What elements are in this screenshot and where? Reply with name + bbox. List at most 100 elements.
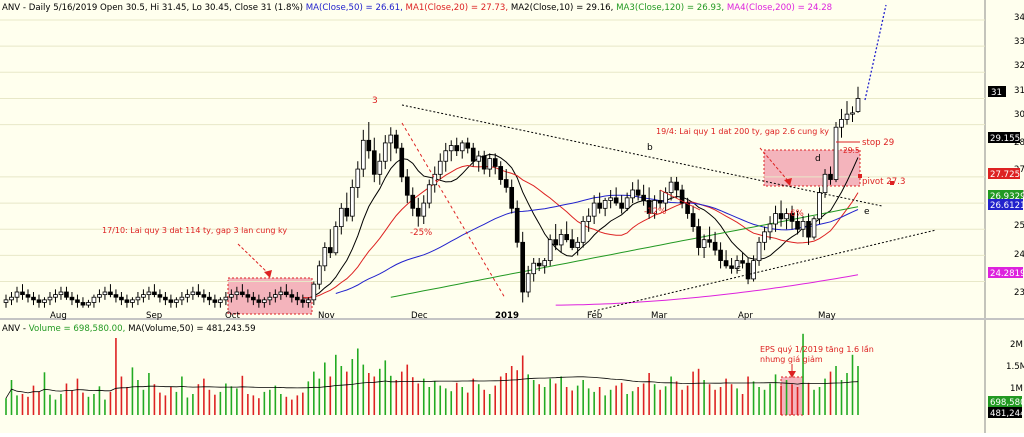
candle-body — [591, 202, 597, 217]
candle-body — [58, 291, 64, 296]
candle-body — [47, 296, 53, 301]
candle-body — [80, 302, 86, 306]
candle-body — [492, 158, 498, 167]
decline-line — [401, 122, 506, 299]
candle-body — [850, 112, 855, 115]
candle-body — [327, 247, 333, 254]
candle-body — [42, 299, 47, 303]
candle-body — [806, 220, 811, 238]
candle-body — [124, 299, 130, 303]
svg-text:26.9329: 26.9329 — [990, 192, 1024, 202]
candle-body — [377, 160, 383, 175]
candle-body — [668, 181, 674, 194]
resistance-trendline — [401, 104, 883, 207]
candle-body — [86, 302, 91, 306]
price-tag-ma10: 29.155 — [988, 132, 1020, 144]
candle-body — [476, 155, 482, 162]
candle-body — [525, 273, 531, 293]
candle-body — [789, 213, 795, 222]
support-trendline — [589, 229, 937, 313]
stop-label: stop 29 — [862, 138, 894, 148]
candle-body — [613, 197, 619, 204]
candle-body — [349, 186, 355, 217]
candle-body — [718, 249, 723, 262]
x-axis-label: Apr — [738, 311, 753, 321]
price-tag-ma200: 24.2819 — [988, 267, 1024, 279]
candle-body — [113, 294, 119, 298]
candle-body — [371, 150, 377, 175]
candle-body — [514, 207, 520, 243]
wave-label-3: 3 — [372, 96, 378, 106]
pivot-label: pivot 27.3 — [862, 177, 905, 187]
candle-body — [580, 220, 586, 243]
x-axis-label: May — [818, 311, 836, 321]
candle-body — [855, 98, 861, 112]
svg-text:27.725: 27.725 — [990, 170, 1020, 180]
header-part: ANV - Daily 5/16/2019 Open 30.5, Hi 31.4… — [2, 3, 306, 13]
pivot-marker — [858, 174, 862, 178]
price-tag-ma120: 26.9329 — [988, 190, 1024, 202]
candle-body — [333, 226, 339, 254]
wave-label-e: e — [864, 207, 870, 217]
candle-body — [657, 200, 663, 204]
candle-body — [712, 241, 718, 251]
candle-body — [481, 155, 487, 170]
pivot-marker-2 — [890, 181, 894, 185]
candle-body — [685, 202, 690, 214]
price-tag-ma20: 27.725 — [988, 168, 1020, 180]
candle-body — [795, 220, 800, 230]
candle-body — [536, 262, 542, 267]
candle-body — [448, 145, 454, 152]
candle-body — [251, 296, 256, 301]
candle-body — [459, 142, 465, 152]
candle-body — [762, 231, 767, 243]
candle-body — [624, 197, 630, 209]
candle-body — [284, 291, 289, 296]
candle-body — [174, 299, 179, 303]
x-axis-label: Feb — [587, 311, 602, 321]
candle-body — [410, 194, 416, 209]
candle-body — [509, 186, 515, 209]
candle-body — [300, 299, 306, 303]
candle-body — [723, 260, 729, 267]
candle-body — [635, 189, 641, 196]
projection-line — [864, 4, 887, 101]
candle-body — [399, 147, 405, 178]
candle-body — [641, 194, 646, 201]
candle-body — [141, 294, 146, 298]
candle-body — [256, 299, 262, 303]
ma200-line — [555, 274, 859, 306]
volume-header-part: Volume = 698,580.00, — [29, 324, 128, 334]
candle-body — [262, 299, 267, 303]
candle-body — [311, 283, 317, 301]
candle-body — [663, 192, 668, 204]
candle-body — [130, 299, 135, 303]
volume-tick-label: 1M — [1010, 384, 1023, 394]
candle-body — [679, 189, 685, 204]
candle-body — [218, 299, 223, 303]
x-axis-label: Oct — [225, 311, 240, 321]
x-axis-label: Dec — [411, 311, 428, 321]
candle-body — [344, 207, 350, 217]
volume-tick-label: 1.5M — [1006, 362, 1024, 372]
y-tick-label: 32 — [1014, 61, 1024, 71]
candle-body — [756, 241, 762, 262]
candle-body — [152, 291, 157, 296]
pullback-line — [659, 189, 701, 211]
candle-body — [404, 176, 410, 196]
candle-body — [245, 294, 251, 298]
x-axis-label: Sep — [146, 311, 162, 321]
price-tag-last: 31 — [988, 86, 1006, 98]
candle-body — [207, 296, 212, 301]
candle-body — [531, 262, 537, 275]
svg-text:481,244: 481,244 — [990, 409, 1024, 419]
candle-body — [212, 299, 218, 303]
candle-body — [185, 294, 190, 298]
candle-body — [767, 223, 773, 233]
candle-body — [108, 291, 113, 296]
wave-label-b: b — [647, 143, 653, 153]
annotation-oct: 17/10: Lai quy 3 dat 114 ty, gap 3 lan c… — [102, 226, 287, 235]
wave-label-d: d — [815, 154, 821, 164]
candle-body — [707, 239, 712, 243]
ma10-line — [302, 153, 859, 299]
